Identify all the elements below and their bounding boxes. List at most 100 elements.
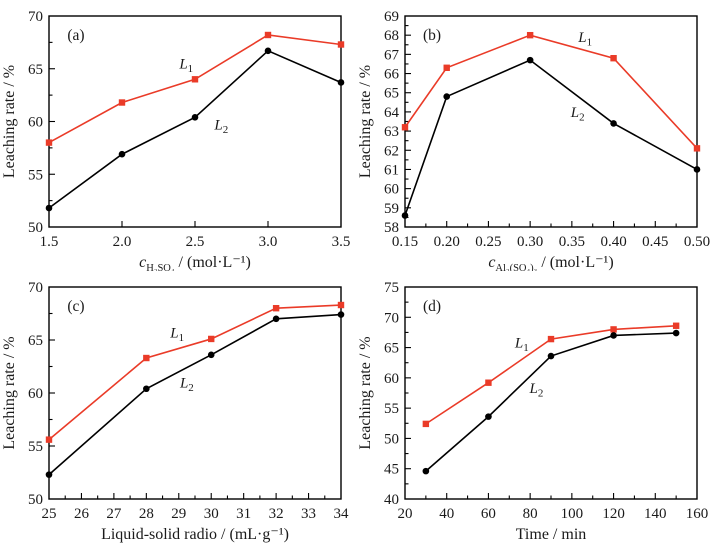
axis-ticks	[405, 301, 677, 499]
svg-text:70: 70	[384, 310, 399, 326]
svg-text:55: 55	[384, 401, 399, 417]
series-L2-label: L2	[570, 105, 585, 124]
series-L1-markers	[401, 31, 701, 152]
svg-text:25: 25	[42, 506, 57, 522]
series-L1-markers	[422, 322, 680, 428]
series-L1-line	[48, 34, 342, 144]
svg-text:2.0: 2.0	[113, 234, 132, 250]
data-point-square	[45, 139, 53, 146]
svg-text:40: 40	[439, 506, 454, 522]
svg-text:64: 64	[384, 105, 400, 121]
svg-text:29: 29	[171, 506, 186, 522]
series-L1-label: L1	[169, 326, 184, 345]
svg-text:65: 65	[28, 333, 43, 349]
svg-text:80: 80	[523, 506, 538, 522]
svg-text:33: 33	[301, 506, 316, 522]
data-point-square	[485, 379, 492, 386]
y-tick-labels: 58 59 60 61 62 63 64 65 66 67 68 69	[384, 9, 400, 236]
svg-text:140: 140	[644, 506, 667, 522]
svg-text:31: 31	[236, 506, 251, 522]
series-L2-label: L2	[179, 375, 194, 394]
svg-text:60: 60	[28, 115, 43, 131]
svg-text:50: 50	[28, 492, 43, 508]
data-point-square	[143, 354, 150, 362]
svg-text:70: 70	[28, 280, 43, 296]
svg-text:27: 27	[106, 506, 122, 522]
y-tick-labels: 50 55 60 65 70	[28, 280, 43, 508]
svg-text:63: 63	[384, 124, 399, 140]
svg-text:0.40: 0.40	[600, 234, 626, 250]
svg-text:0.25: 0.25	[475, 234, 501, 250]
svg-text:65: 65	[384, 341, 399, 357]
panel-letter: (a)	[67, 27, 84, 44]
data-point-circle	[264, 47, 272, 55]
data-point-circle	[443, 93, 451, 100]
svg-text:66: 66	[384, 67, 400, 83]
svg-text:160: 160	[686, 506, 709, 522]
series-L1-label: L1	[514, 336, 529, 355]
svg-text:62: 62	[384, 143, 399, 159]
series-L1-label: L1	[178, 56, 193, 75]
svg-text:58: 58	[384, 220, 399, 236]
svg-text:20: 20	[398, 506, 413, 522]
svg-text:55: 55	[28, 439, 43, 455]
svg-text:0.45: 0.45	[642, 234, 668, 250]
series-L1-line	[404, 34, 698, 149]
svg-text:28: 28	[139, 506, 154, 522]
series-L1-line	[48, 304, 342, 441]
data-point-circle	[693, 166, 701, 173]
axis-ticks	[49, 41, 269, 227]
svg-text:65: 65	[384, 86, 399, 102]
data-point-square	[610, 326, 617, 333]
svg-text:45: 45	[384, 462, 399, 478]
data-point-circle	[547, 352, 555, 360]
data-point-circle	[610, 120, 617, 127]
svg-text:60: 60	[28, 386, 43, 402]
data-point-square	[45, 436, 53, 443]
data-point-circle	[118, 150, 126, 158]
data-point-circle	[191, 113, 199, 121]
chart-panel-c: 25 26 27 28 29 30 31 32 33 34 50 55 60 65 70 Liquid-sol…	[0, 271, 356, 543]
series-L1-markers	[45, 301, 345, 443]
data-point-square	[337, 301, 345, 309]
data-point-square	[208, 335, 215, 343]
data-point-circle	[401, 212, 409, 219]
svg-text:60: 60	[384, 371, 399, 387]
plot-frame	[48, 15, 342, 228]
data-point-circle	[272, 315, 280, 323]
y-axis-label: Leaching rate / %	[357, 336, 374, 449]
svg-text:59: 59	[384, 201, 399, 217]
x-axis-label: Liquid-solid radio / (mL·g⁻¹)	[101, 526, 289, 543]
svg-text:0.30: 0.30	[517, 234, 543, 250]
svg-text:32: 32	[269, 506, 284, 522]
svg-text:75: 75	[384, 280, 399, 296]
chart-panel-b: 0.15 0.20 0.25 0.30 0.35 0.40 0.45 0.50 58 59 60 61…	[356, 0, 712, 271]
svg-text:60: 60	[481, 506, 496, 522]
data-point-circle	[337, 311, 345, 318]
series-L1-markers	[45, 31, 345, 146]
svg-text:1.5: 1.5	[40, 234, 59, 250]
svg-text:34: 34	[334, 506, 350, 522]
y-axis-label: Leaching rate / %	[1, 336, 18, 449]
svg-text:50: 50	[28, 220, 43, 236]
data-point-square	[272, 305, 280, 312]
panel-letter: (c)	[67, 298, 84, 315]
svg-text:3.0: 3.0	[259, 234, 278, 250]
chart-svg-b: 0.15 0.20 0.25 0.30 0.35 0.40 0.45 0.50 58 59 60 61…	[357, 9, 710, 271]
series-L2-markers	[45, 47, 345, 212]
data-point-square	[118, 99, 126, 106]
data-point-circle	[45, 204, 53, 212]
data-point-circle	[45, 471, 53, 478]
svg-text:65: 65	[28, 62, 43, 78]
series-L2-label: L2	[528, 381, 543, 400]
chart-svg-a: 1.5 2.0 2.5 3.0 3.5 50 55 60 65 70 cH₂SO₄ / (mol·L…	[1, 9, 351, 271]
svg-text:68: 68	[384, 28, 399, 44]
y-axis-label: Leaching rate / %	[1, 65, 18, 178]
data-point-square	[191, 76, 199, 83]
series-L2-markers	[422, 329, 680, 475]
y-tick-labels: 50 55 60 65 70	[28, 9, 43, 236]
x-tick-labels: 1.5 2.0 2.5 3.0 3.5	[40, 234, 351, 250]
series-L2-line	[48, 313, 342, 476]
data-point-circle	[143, 385, 150, 393]
